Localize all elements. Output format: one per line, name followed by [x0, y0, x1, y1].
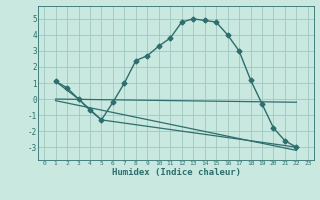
X-axis label: Humidex (Indice chaleur): Humidex (Indice chaleur)	[111, 168, 241, 177]
